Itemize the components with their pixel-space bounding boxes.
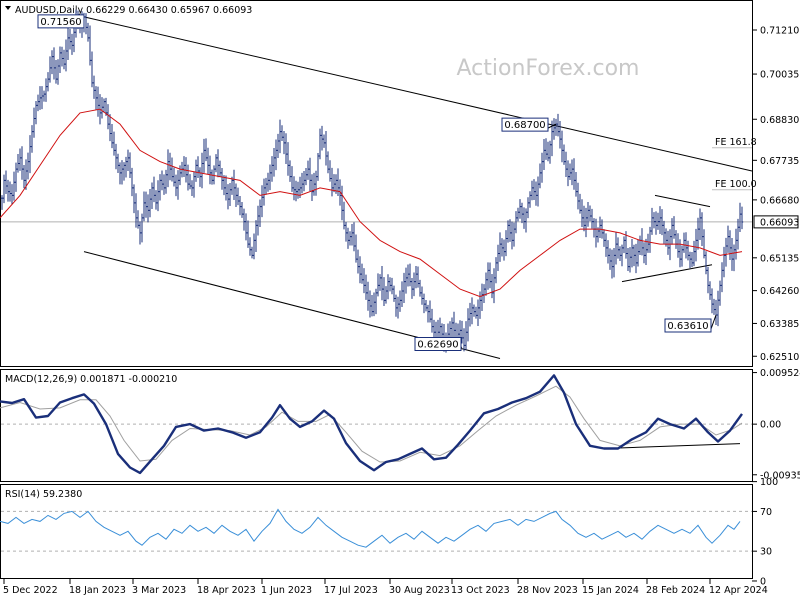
rsi-line <box>0 508 741 548</box>
macd-tick-label: 0.009524 <box>760 368 800 379</box>
y-tick-label: 0.70035 <box>760 70 799 81</box>
y-tick-label: 0.71210 <box>760 26 799 37</box>
triangle-upper-line <box>654 194 711 208</box>
annotation-box <box>37 14 85 29</box>
x-tick-label: 1 Jun 2023 <box>261 585 312 596</box>
annotation-box <box>501 117 549 132</box>
rsi-tick-label: 30 <box>760 547 772 558</box>
main-header-group: AUDUSD,Daily 0.66229 0.66430 0.65967 0.6… <box>5 5 252 16</box>
rsi-panel[interactable] <box>0 484 753 579</box>
moving-average-layer <box>0 108 743 298</box>
x-tick-label: 3 Mar 2023 <box>132 585 186 596</box>
fib-label-100: FE 100.0 <box>715 179 757 190</box>
upper-channel-line <box>83 16 753 172</box>
y-tick-label: 0.62510 <box>760 352 799 363</box>
annotation-label: 0.63610 <box>667 321 708 332</box>
x-tick-label: 12 Apr 2024 <box>709 585 768 596</box>
macd-line <box>0 374 743 475</box>
macd-tick-label: 0.00 <box>760 420 781 431</box>
x-tick-label: 13 Oct 2023 <box>451 585 510 596</box>
y-tick-label: 0.65135 <box>760 253 799 264</box>
moving-average-line <box>0 108 743 298</box>
macd-panel[interactable] <box>0 369 753 482</box>
axis-layer: 0.71210 0.70035 0.68830 0.67735 0.66680 0.651… <box>3 26 800 597</box>
x-tick-label: 17 Jul 2023 <box>324 585 378 596</box>
x-tick-label: 15 Jan 2024 <box>582 585 639 596</box>
annotation-label: 0.71560 <box>40 17 81 28</box>
annotation-layer: 0.71560 0.68700 0.62690 0.63610 FE 161.8 FE 1… <box>37 14 757 351</box>
macd-header: MACD(12,26,9) 0.001871 -0.000210 <box>5 374 177 385</box>
macd-layer <box>0 374 743 475</box>
triangle-lower-line <box>621 264 713 283</box>
y-tick-label: 0.64260 <box>760 286 799 297</box>
y-tick-label: 0.68830 <box>760 115 799 126</box>
macd-trendline <box>604 443 741 450</box>
y-tick-label: 0.67735 <box>760 156 799 167</box>
annotation-label: 0.68700 <box>504 120 545 131</box>
macd-tick-label: -0.00935 <box>760 470 800 481</box>
y-tick-label: 0.66680 <box>760 195 799 206</box>
main-header: AUDUSD,Daily 0.66229 0.66430 0.65967 0.6… <box>15 5 252 16</box>
rsi-tick-label: 0 <box>760 576 766 587</box>
annotation-leader <box>547 123 557 129</box>
x-tick-label: 30 Aug 2023 <box>389 585 450 596</box>
rsi-tick-label: 70 <box>760 507 772 518</box>
y-tick-label: 0.63385 <box>760 319 799 330</box>
annotation-leader <box>710 314 717 330</box>
x-tick-label: 28 Feb 2024 <box>646 585 705 596</box>
rsi-tick-label: 100 <box>760 477 778 488</box>
annotation-box <box>414 337 462 351</box>
collapse-triangle-icon <box>5 6 11 10</box>
x-tick-label: 18 Jan 2023 <box>69 585 126 596</box>
annotation-label: 0.62690 <box>417 340 458 351</box>
x-tick-label: 28 Nov 2023 <box>517 585 578 596</box>
x-tick-label: 18 Apr 2023 <box>197 585 256 596</box>
rsi-header: RSI(14) 59.2380 <box>5 489 82 500</box>
grid-layer <box>1 221 752 552</box>
fib-label-1618: FE 161.8 <box>715 137 757 148</box>
x-tick-label: 5 Dec 2022 <box>3 585 58 596</box>
current-price-box <box>753 215 799 229</box>
current-price-label: 0.66093 <box>760 217 799 228</box>
watermark: ActionForex.com <box>457 56 640 81</box>
rsi-layer <box>0 508 741 548</box>
annotation-box <box>664 318 712 333</box>
